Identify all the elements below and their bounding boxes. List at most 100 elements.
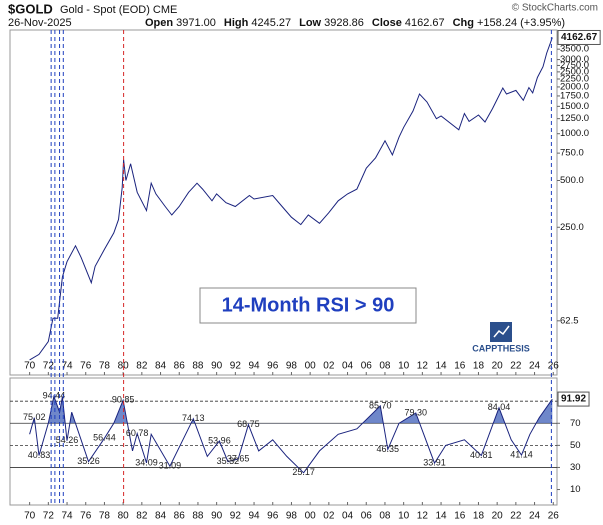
x-tick-label: 06 — [361, 361, 373, 372]
rsi-annotation: 41.14 — [510, 450, 533, 460]
x-tick-label: 12 — [417, 361, 429, 372]
y-tick-label: 30 — [570, 462, 581, 473]
source: © StockCharts.com — [512, 3, 598, 14]
last-value-label: 4162.67 — [561, 32, 598, 43]
rsi-annotation: 40.83 — [28, 450, 51, 460]
stat-value: 3928.86 — [324, 17, 364, 29]
x-tick-label: 70 — [24, 361, 36, 372]
x-tick-label: 76 — [80, 361, 92, 372]
x-tick-label: 26 — [548, 361, 560, 372]
x-tick-label: 80 — [118, 511, 130, 522]
y-tick-label: 3000.0 — [560, 54, 589, 65]
x-tick-label: 20 — [492, 361, 504, 372]
x-tick-label: 86 — [174, 361, 186, 372]
rsi-annotation: 37.65 — [227, 453, 250, 463]
x-tick-label: 06 — [361, 511, 373, 522]
x-tick-label: 14 — [435, 511, 447, 522]
y-tick-label: 250.0 — [560, 222, 584, 233]
x-tick-label: 90 — [211, 361, 223, 372]
y-tick-label: 50 — [570, 440, 581, 451]
instrument-name: Gold - Spot (EOD) CME — [60, 4, 177, 16]
x-tick-label: 16 — [454, 361, 466, 372]
rsi-annotation: 68.75 — [237, 419, 260, 429]
x-tick-label: 74 — [61, 511, 73, 522]
annotation-frame — [199, 287, 417, 324]
x-tick-label: 82 — [136, 511, 148, 522]
rsi-annotation: 53.96 — [208, 435, 231, 445]
x-tick-label: 74 — [61, 361, 73, 372]
stat-label: High — [224, 17, 249, 29]
x-tick-label: 72 — [43, 361, 55, 372]
y-tick-label: 1000.0 — [560, 128, 589, 139]
rsi-annotation: 94.44 — [43, 391, 66, 401]
y-tick-label: 10 — [570, 484, 581, 495]
stat-label: Low — [299, 17, 321, 29]
x-tick-label: 02 — [323, 511, 335, 522]
logo: CAPPTHESIS — [472, 322, 530, 353]
rsi-area — [29, 396, 553, 424]
x-tick-label: 92 — [230, 361, 242, 372]
x-tick-label: 88 — [192, 361, 204, 372]
rsi-annotation: 33.91 — [423, 458, 446, 468]
x-tick-label: 98 — [286, 511, 298, 522]
y-tick-label: 2500.0 — [560, 66, 589, 77]
price-line — [29, 37, 553, 361]
y-tick-label: 3500.0 — [560, 44, 589, 55]
stat-label: Chg — [453, 17, 474, 29]
symbol: $GOLD — [8, 1, 53, 16]
x-tick-label: 18 — [473, 361, 485, 372]
x-tick-label: 22 — [510, 511, 522, 522]
x-tick-label: 00 — [305, 361, 317, 372]
rsi-annotation: 84.04 — [488, 402, 511, 412]
y-tick-label: 750.0 — [560, 148, 584, 159]
rsi-annotation: 60.78 — [126, 428, 149, 438]
x-tick-label: 94 — [248, 511, 260, 522]
stat-value: +158.24 (+3.95%) — [477, 17, 565, 29]
x-tick-label: 04 — [342, 361, 354, 372]
x-tick-label: 90 — [211, 511, 223, 522]
x-tick-label: 72 — [43, 511, 55, 522]
rsi-annotation: 34.09 — [135, 457, 158, 467]
rsi-annotation: 35.26 — [77, 456, 100, 466]
y-tick-label: 70 — [570, 418, 581, 429]
rsi-annotation: 56.44 — [93, 433, 116, 443]
rsi-annotation: 90.85 — [112, 395, 135, 405]
stat-label: Open — [145, 17, 173, 29]
logo-text: CAPPTHESIS — [472, 343, 530, 353]
date: 26-Nov-2025 — [8, 17, 72, 29]
rsi-annotation: 35.32 — [217, 456, 240, 466]
x-tick-label: 24 — [529, 511, 541, 522]
y-tick-label: 2000.0 — [560, 81, 589, 92]
x-tick-label: 88 — [192, 511, 204, 522]
x-tick-label: 04 — [342, 511, 354, 522]
x-tick-label: 76 — [80, 511, 92, 522]
stat-value: 4245.27 — [251, 17, 291, 29]
x-tick-label: 86 — [174, 511, 186, 522]
x-tick-label: 14 — [435, 361, 447, 372]
rsi-annotation: 46.35 — [376, 444, 399, 454]
x-tick-label: 92 — [230, 511, 242, 522]
y-tick-label: 2750.0 — [560, 60, 589, 71]
rsi-annotation: 54.26 — [56, 435, 79, 445]
y-tick-label: 62.5 — [560, 315, 579, 326]
x-tick-label: 96 — [267, 361, 279, 372]
x-tick-label: 18 — [473, 511, 485, 522]
y-tick-label: 2250.0 — [560, 74, 589, 85]
rsi-annotation: 31.09 — [159, 461, 182, 471]
rsi-annotation: 85.70 — [369, 400, 392, 410]
x-tick-label: 20 — [492, 511, 504, 522]
x-tick-label: 10 — [398, 361, 410, 372]
rsi-annotation: 79.30 — [405, 407, 428, 417]
rsi-annotation: 75.02 — [23, 412, 46, 422]
x-tick-label: 26 — [548, 511, 560, 522]
x-tick-label: 22 — [510, 361, 522, 372]
last-value-label: 91.92 — [561, 394, 586, 405]
x-tick-label: 24 — [529, 361, 541, 372]
x-tick-label: 84 — [155, 511, 167, 522]
rsi-annotation: 25.17 — [292, 467, 315, 477]
stats: Open 3971.00 High 4245.27 Low 3928.86 Close 416… — [145, 17, 565, 29]
x-tick-label: 16 — [454, 511, 466, 522]
y-tick-label: 1750.0 — [560, 90, 589, 101]
